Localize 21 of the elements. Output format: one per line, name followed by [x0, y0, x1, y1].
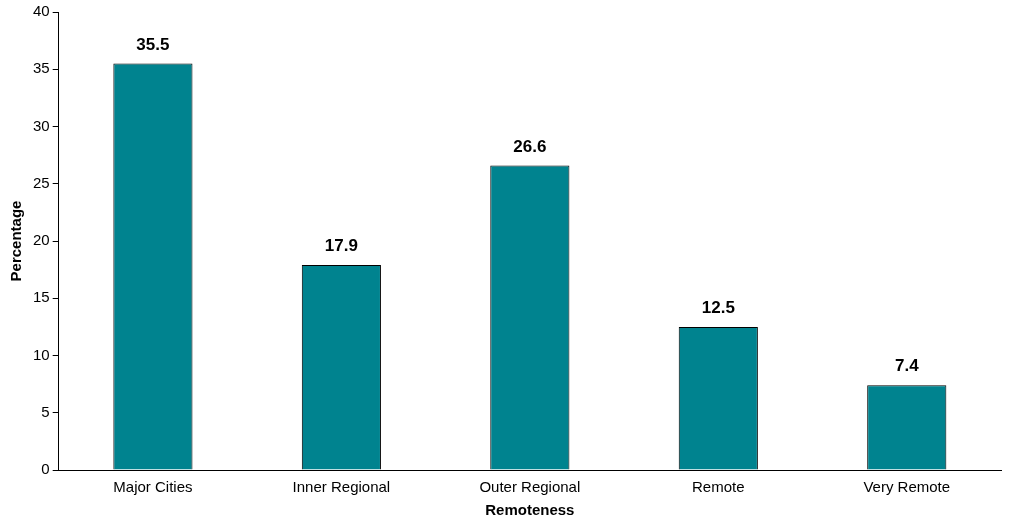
y-tick-label: 40 — [33, 2, 50, 20]
data-label: 17.9 — [324, 236, 358, 256]
x-tick-label: Very Remote — [863, 478, 951, 496]
y-tick-label: 30 — [33, 116, 50, 134]
y-tick-label: 10 — [33, 345, 50, 363]
y-tick-label: 15 — [33, 288, 50, 306]
x-tick-label: Major Cities — [113, 478, 193, 496]
y-tick-label: 5 — [41, 402, 50, 420]
y-tick-label: 20 — [33, 231, 50, 249]
y-tick-label: 25 — [33, 173, 50, 191]
data-label: 35.5 — [136, 34, 170, 54]
x-tick-label: Outer Regional — [479, 478, 581, 496]
x-axis-title: Remoteness — [485, 501, 575, 519]
data-label: 12.5 — [701, 298, 735, 318]
data-label: 7.4 — [894, 356, 920, 376]
data-label: 26.6 — [513, 136, 547, 156]
x-tick-label: Remote — [692, 478, 745, 496]
y-tick-label: 35 — [33, 59, 50, 77]
y-tick-label: 0 — [41, 460, 50, 478]
y-axis-title: Percentage — [7, 200, 25, 282]
x-tick-label: Inner Regional — [292, 478, 391, 496]
